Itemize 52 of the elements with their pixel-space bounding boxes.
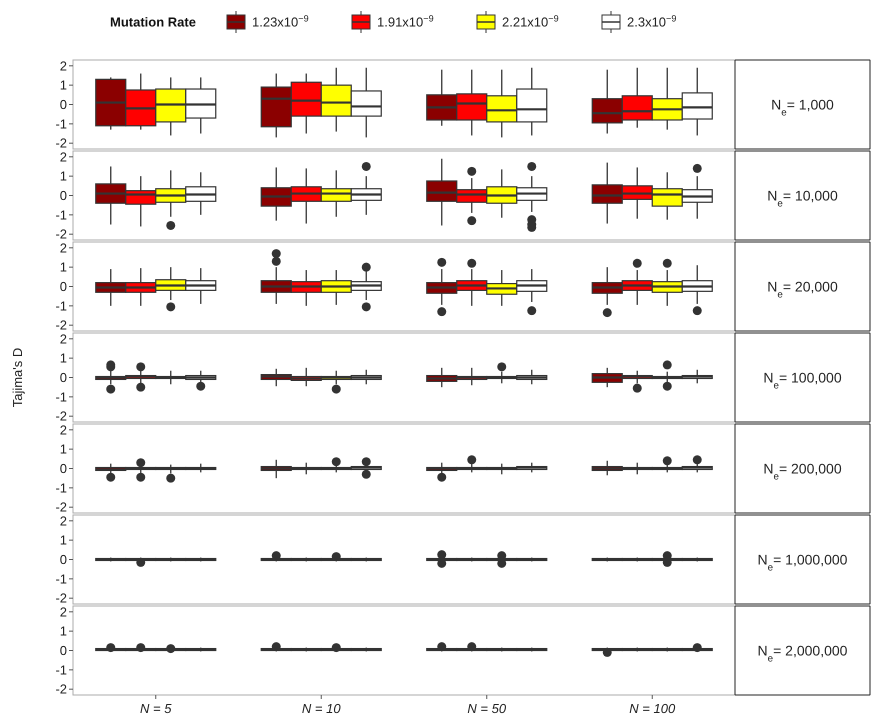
y-tick-label: -2 <box>55 226 67 242</box>
y-tick-label: -2 <box>55 590 67 606</box>
y-tick-label: 0 <box>60 552 67 568</box>
x-tick-label: N = 100 <box>629 701 676 716</box>
x-tick-label: N = 10 <box>302 701 342 716</box>
y-tick-label: -1 <box>55 480 67 496</box>
y-tick-label: -1 <box>55 662 67 678</box>
y-tick-label: -2 <box>55 500 67 515</box>
y-tick-label: -2 <box>55 318 67 333</box>
y-tick-label: 1 <box>60 168 67 184</box>
y-tick-label: -1 <box>55 571 67 586</box>
legend-label: 1.91x10$^{−9}$ <box>377 14 434 30</box>
x-tick-label: N = 50 <box>467 701 507 716</box>
y-tick-label: 2 <box>60 331 67 346</box>
y-tick-label: 1 <box>60 624 67 639</box>
y-tick-label: 1 <box>60 532 67 548</box>
y-tick-label: -2 <box>55 136 67 151</box>
y-tick-label: -1 <box>55 116 67 132</box>
y-tick-label: 1 <box>60 350 67 366</box>
y-tick-label: 1 <box>60 442 67 457</box>
y-tick-label: 0 <box>60 279 67 294</box>
legend-label: 2.3x10$^{−9}$ <box>627 14 676 30</box>
y-tick-label: 0 <box>60 370 67 386</box>
y-tick-label: 2 <box>60 58 67 74</box>
y-tick-label: 1 <box>60 260 67 275</box>
text: N$_{e}$= 2,000,000 <box>758 642 848 664</box>
y-tick-label: 0 <box>60 97 67 112</box>
text: N$_{e}$= 20,000 <box>767 278 838 300</box>
y-tick-label: 2 <box>60 240 67 256</box>
y-tick-label: 2 <box>60 422 67 438</box>
text: N$_{e}$= 1,000 <box>771 96 834 118</box>
y-axis-title: Tajima's D <box>10 348 25 408</box>
y-tick-label: 2 <box>60 149 67 164</box>
x-tick-label: N = 5 <box>140 701 172 716</box>
legend-label: 2.21x10$^{−9}$ <box>502 14 559 30</box>
text: N$_{e}$= 10,000 <box>767 187 838 209</box>
y-tick-label: 1 <box>60 78 67 93</box>
text: N$_{e}$= 1,000,000 <box>758 551 848 573</box>
y-tick-label: 2 <box>60 513 67 528</box>
y-tick-label: 0 <box>60 643 67 658</box>
legend-label: 1.23x10$^{−9}$ <box>252 14 309 30</box>
y-tick-label: 0 <box>60 461 67 476</box>
y-tick-label: 0 <box>60 188 67 204</box>
y-tick-label: -1 <box>55 298 67 314</box>
y-tick-label: 2 <box>60 604 67 620</box>
y-tick-label: -2 <box>55 408 67 424</box>
text: N$_{e}$= 200,000 <box>763 460 842 482</box>
legend-title: Mutation Rate <box>110 14 196 30</box>
y-tick-label: -1 <box>55 389 67 404</box>
y-tick-label: -2 <box>55 682 67 697</box>
text: N$_{e}$= 100,000 <box>763 369 842 391</box>
y-tick-label: -1 <box>55 207 67 222</box>
